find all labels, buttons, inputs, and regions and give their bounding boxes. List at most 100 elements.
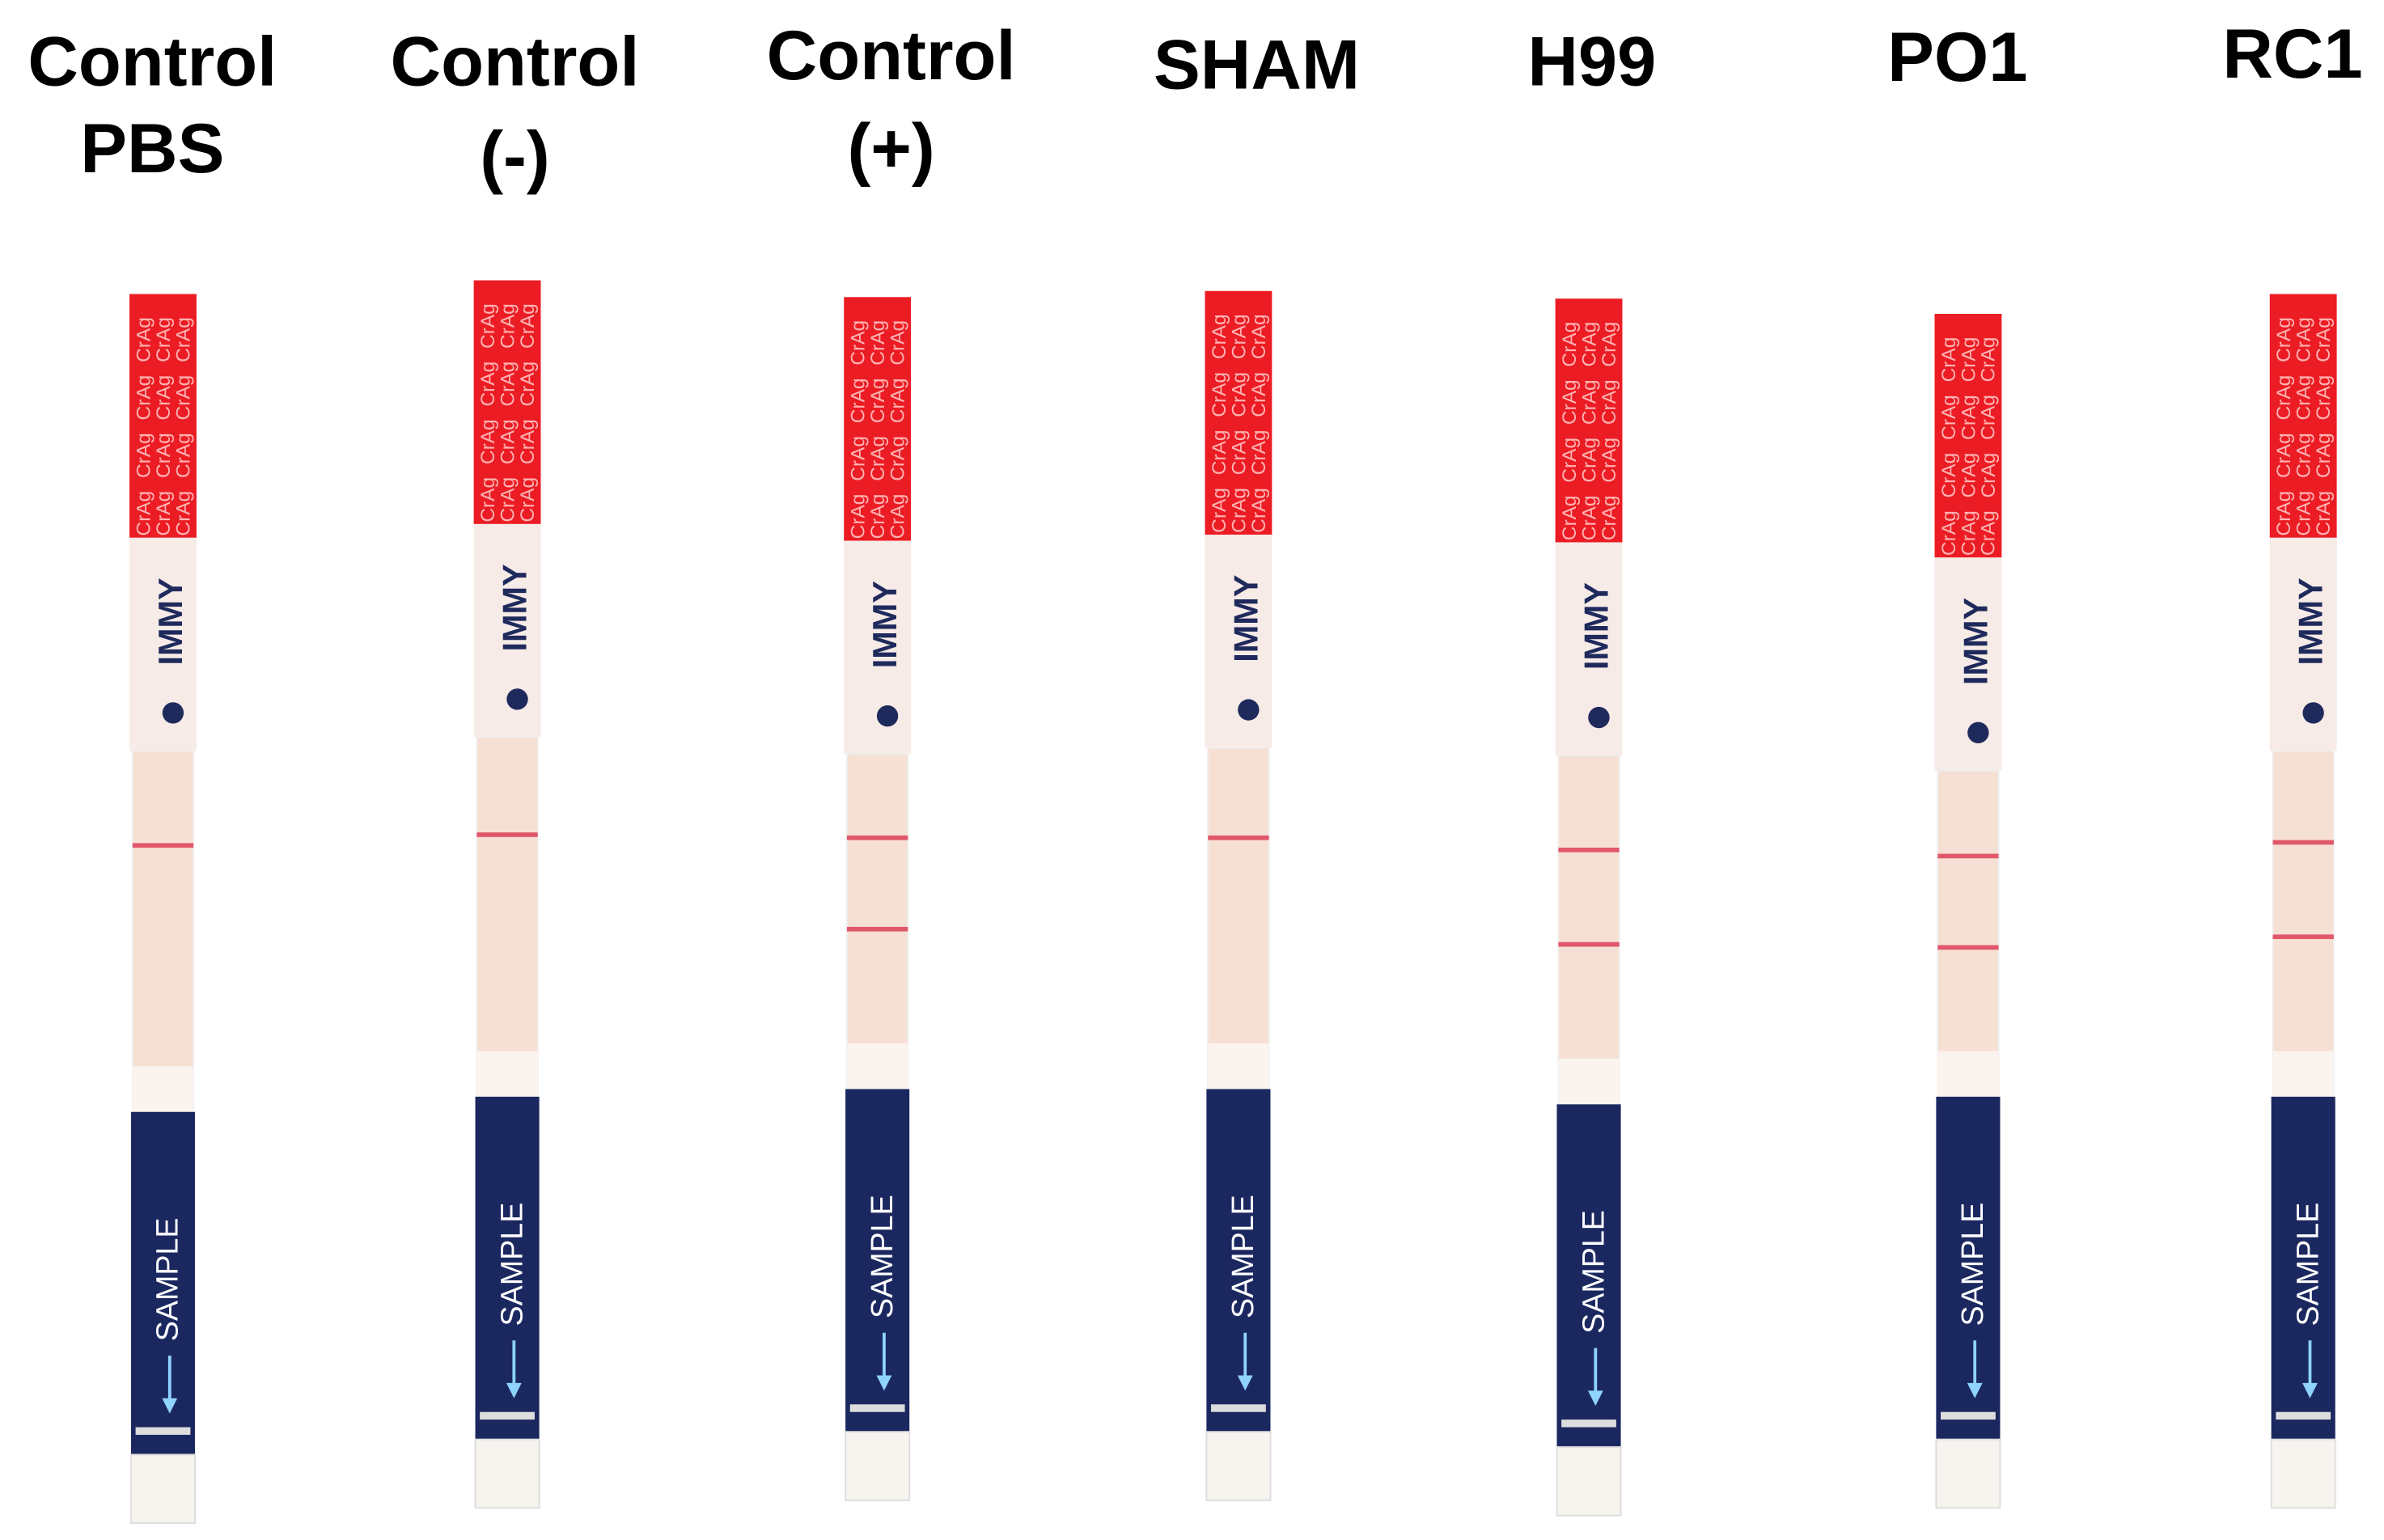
cap-print: CrAg [153,375,175,421]
brand-print: IMMY [2293,578,2330,665]
cap-print: CrAg [1578,379,1600,425]
cap-print: CrAg [172,317,194,362]
cap-print: CrAg [1938,395,1960,440]
cap-print: CrAg [1559,322,1581,367]
cap-print: CrAg [2313,491,2335,536]
cap-print: CrAg [517,477,539,522]
cap-print: CrAg [1599,322,1620,367]
cap-print: CrAg [1228,314,1250,359]
cap-print: CrAg [172,375,194,421]
cap-print: CrAg [1978,510,2000,556]
cap-print: CrAg [1559,438,1581,483]
cap-print: CrAg [133,433,155,478]
strip-label: (-) [480,117,550,195]
sample-pad [130,1111,196,1455]
result-band [1937,853,1999,859]
strip-label: H99 [1527,23,1656,101]
cap-print: CrAg [172,491,194,536]
cap-print: CrAg [867,494,889,539]
cap-print: CrAg [517,362,539,407]
cap-print: CrAg [2313,317,2335,362]
cap-print: CrAg [1209,314,1230,359]
cap-print: CrAg [848,436,870,481]
cap-print: CrAg [2313,375,2335,421]
cap-print: CrAg [497,477,519,522]
cap-print: CrAg [1559,379,1581,425]
brand-logo [162,702,184,724]
sample-print: SAMPLE [494,1203,528,1326]
cap-print: CrAg [1248,430,1270,476]
cap-print: CrAg [1228,488,1250,533]
cap-print: CrAg [517,419,539,464]
result-band [2272,934,2334,940]
strip-cap [1555,298,1623,543]
max-line [1211,1404,1266,1412]
strip-tip [1935,1438,2001,1509]
sample-arrow-head [162,1398,178,1414]
cap-print: CrAg [1209,430,1230,476]
cap-print: CrAg [1209,372,1230,417]
max-line [480,1411,535,1420]
membrane-end [846,1043,908,1089]
brand-print: IMMY [1227,575,1264,662]
brand-logo [506,688,528,710]
cap-print: CrAg [153,317,175,362]
strip-tip [845,1431,911,1501]
cap-print: CrAg [477,477,499,522]
cap-print: CrAg [1599,438,1620,483]
cap-print: CrAg [133,375,155,421]
cap-print: CrAg [517,303,539,349]
cap-print: CrAg [848,378,870,423]
cap-print: CrAg [2273,375,2295,421]
result-band [1208,835,1269,840]
brand-logo [876,704,899,727]
sample-arrow-head [2302,1382,2318,1398]
test-strip: CrAgCrAgCrAgCrAgCrAgCrAgCrAgCrAgCrAgCrAg… [129,294,197,1525]
cap-print: CrAg [1958,337,1980,383]
strip-cap [2269,294,2337,538]
membrane-end [2272,1051,2334,1097]
result-band [1937,945,1999,950]
strip-cap [1934,314,2002,558]
membrane-end [1208,1043,1269,1089]
result-band [476,832,538,837]
cap-print: CrAg [2273,491,2295,536]
cap-print: CrAg [2293,433,2315,478]
strip-tip [130,1453,196,1525]
result-band [1558,941,1620,947]
cap-print: CrAg [2313,433,2335,478]
brand-logo [1588,706,1610,729]
cap-print: CrAg [2273,317,2295,362]
sample-arrow-head [1587,1390,1603,1407]
strip-label: SHAM [1154,26,1360,104]
membrane [2272,750,2335,1098]
test-strip: CrAgCrAgCrAgCrAgCrAgCrAgCrAgCrAgCrAgCrAg… [844,297,912,1501]
sample-arrow-head [876,1375,892,1391]
cap-print: CrAg [2273,433,2295,478]
cap-print: CrAg [1248,372,1270,417]
cap-print: CrAg [867,320,889,366]
strip-tip [1205,1431,1272,1501]
brand-print: IMMY [866,581,904,668]
sample-print: SAMPLE [1226,1195,1260,1318]
cap-print: CrAg [133,317,155,362]
cap-print: CrAg [887,320,908,366]
strip-label: Control [391,23,640,101]
brand-logo [1238,699,1260,721]
cap-print: CrAg [497,362,519,407]
cap-print: CrAg [2293,375,2315,421]
strip-tip [474,1438,540,1509]
cap-print: CrAg [1958,453,1980,498]
cap-print: CrAg [1978,337,2000,383]
brand-logo [1967,721,1989,744]
test-strip: CrAgCrAgCrAgCrAgCrAgCrAgCrAgCrAgCrAgCrAg… [2269,294,2337,1509]
cap-print: CrAg [1578,495,1600,540]
cap-print: CrAg [867,378,889,423]
test-strip: CrAgCrAgCrAgCrAgCrAgCrAgCrAgCrAgCrAgCrAg… [473,280,541,1509]
test-strip: CrAgCrAgCrAgCrAgCrAgCrAgCrAgCrAgCrAgCrAg… [1205,290,1272,1501]
sample-arrow-head [1967,1382,1983,1398]
membrane-end [132,1066,194,1112]
membrane [131,750,195,1113]
strip-cap [129,294,197,538]
